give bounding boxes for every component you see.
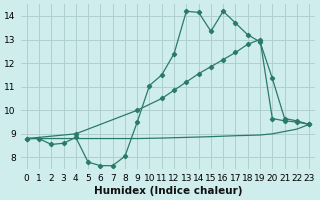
X-axis label: Humidex (Indice chaleur): Humidex (Indice chaleur) <box>94 186 242 196</box>
